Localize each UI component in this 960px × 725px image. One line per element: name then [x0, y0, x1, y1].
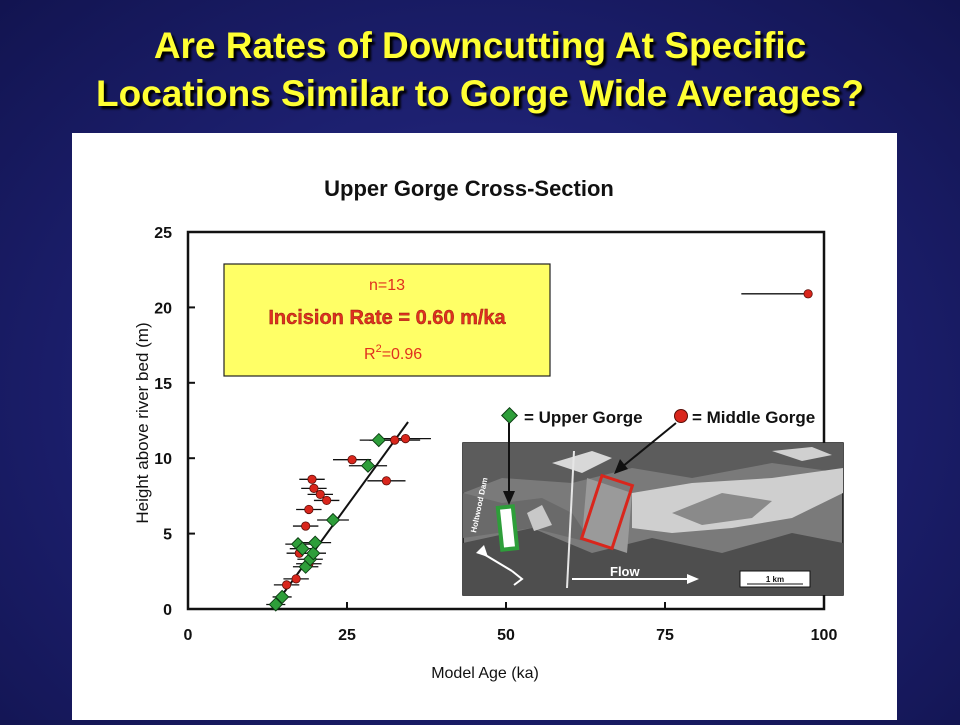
r2-label: R2=0.96 — [364, 343, 422, 363]
slide-title: Are Rates of Downcutting At Specific Loc… — [0, 22, 960, 118]
middle-gorge-point — [381, 476, 392, 486]
upper-gorge-point — [274, 589, 290, 605]
stats-box: n=13 Incision Rate = 0.60 m/ka R2=0.96 — [223, 263, 551, 377]
upper-gorge-point — [295, 541, 310, 556]
upper-gorge-point — [360, 458, 376, 473]
upper-gorge-point — [371, 432, 386, 448]
x-tick-label: 100 — [811, 627, 838, 644]
middle-gorge-point — [304, 504, 314, 515]
upper-gorge-point — [268, 597, 283, 612]
incision-rate-label: Incision Rate = 0.60 m/ka — [268, 307, 506, 329]
chart-panel: Upper Gorge Cross-Section Height above r… — [72, 133, 897, 720]
x-tick-label: 0 — [184, 627, 193, 644]
middle-gorge-point — [347, 455, 357, 465]
middle-gorge-point — [309, 483, 319, 493]
x-tick-label: 50 — [497, 627, 515, 644]
y-tick-label: 20 — [154, 300, 172, 317]
y-axis-label: Height above river bed (m) — [133, 322, 152, 523]
inset-upper-gorge-box — [495, 504, 520, 552]
n-label: n=13 — [369, 277, 405, 294]
legend-upper-label: = Upper Gorge — [524, 408, 643, 427]
y-tick-label: 10 — [154, 451, 172, 468]
x-tick-label: 75 — [656, 627, 674, 644]
middle-gorge-point — [301, 521, 311, 531]
middle-gorge-point — [291, 574, 301, 584]
data-points — [268, 289, 813, 612]
inset-flow-label: Flow — [610, 564, 640, 579]
upper-gorge-point — [306, 546, 321, 561]
chart-title: Upper Gorge Cross-Section — [324, 176, 614, 201]
y-tick-label: 5 — [163, 527, 172, 544]
upper-gorge-point — [308, 535, 323, 550]
ticks: 0 25 50 75 100 0 5 10 15 20 25 — [154, 225, 837, 644]
upper-gorge-point — [325, 512, 341, 528]
legend-upper-marker — [501, 407, 518, 424]
y-tick-label: 25 — [154, 225, 172, 242]
middle-gorge-point — [322, 495, 332, 506]
middle-gorge-point — [390, 435, 400, 445]
middle-gorge-point — [803, 289, 813, 299]
middle-gorge-point — [307, 474, 317, 484]
y-tick-label: 0 — [163, 602, 172, 619]
inset-middle-gorge-box — [579, 473, 635, 551]
y-axis-label-group: Height above river bed (m) — [133, 322, 152, 523]
legend-middle-marker — [674, 409, 688, 423]
chart-svg: Upper Gorge Cross-Section Height above r… — [133, 176, 844, 682]
middle-gorge-point — [315, 489, 325, 499]
x-tick-label: 25 — [338, 627, 356, 644]
legend: = Upper Gorge = Middle Gorge — [501, 407, 815, 427]
inset-scale-label: 1 km — [766, 575, 784, 584]
slide-title-line-1: Are Rates of Downcutting At Specific — [153, 25, 807, 66]
legend-middle-label: = Middle Gorge — [692, 408, 815, 427]
y-tick-label: 15 — [154, 376, 172, 393]
slide-title-line-2: Locations Similar to Gorge Wide Averages… — [96, 73, 864, 114]
middle-gorge-point — [400, 433, 411, 444]
inset-aerial-photo: Holtwood Dam Flow 1 km — [462, 442, 844, 596]
middle-gorge-point — [281, 580, 292, 590]
legend-pointer-arrows — [503, 422, 677, 505]
x-axis-label: Model Age (ka) — [431, 665, 539, 682]
